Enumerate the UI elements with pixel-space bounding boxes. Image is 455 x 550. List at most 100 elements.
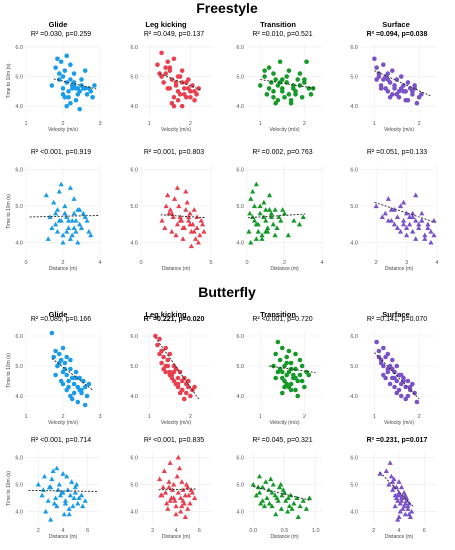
stat-label: R² =0.002, p=0.763 — [252, 149, 312, 156]
data-point — [272, 232, 278, 238]
data-point — [157, 71, 162, 76]
y-tick-label: 4.0 — [350, 509, 358, 515]
data-point — [35, 481, 41, 487]
y-tick-label: 6.0 — [15, 45, 23, 51]
data-point — [262, 74, 267, 79]
data-point — [403, 396, 409, 402]
data-point — [197, 232, 203, 238]
panel-freestyle-surface-distance: R² =0.051, p=0.133 2 3 4 4.0 5.0 6.0 Distance (… — [350, 149, 438, 272]
data-point — [162, 489, 169, 495]
x-tick-label: 4 — [435, 260, 438, 266]
data-point — [293, 387, 298, 393]
section-title-butterfly: Butterfly — [198, 284, 256, 300]
data-point — [278, 218, 284, 223]
data-point — [389, 357, 395, 363]
y-axis-label: Time to 10m (s) — [6, 63, 12, 98]
data-point — [57, 492, 64, 498]
data-point — [84, 218, 90, 223]
y-tick-label: 5.0 — [130, 364, 138, 370]
data-point — [45, 236, 51, 241]
data-point — [385, 366, 391, 372]
x-tick-label: 1 — [259, 121, 262, 127]
data-point — [175, 454, 181, 460]
data-point — [246, 228, 252, 234]
data-point — [157, 476, 163, 482]
data-point — [376, 71, 382, 76]
data-point — [161, 468, 167, 474]
data-point — [82, 214, 88, 220]
data-point — [49, 476, 55, 482]
data-point — [382, 210, 388, 216]
data-point — [383, 468, 389, 474]
data-point — [405, 506, 411, 511]
x-tick-label: 2 — [151, 528, 154, 534]
x-tick-label: 1 — [148, 121, 151, 127]
data-point — [80, 210, 86, 216]
data-point — [68, 62, 73, 68]
data-point — [404, 232, 410, 238]
data-point — [396, 89, 402, 94]
x-tick-label: 2 — [37, 528, 40, 534]
data-point — [92, 83, 97, 88]
data-point — [181, 92, 187, 97]
panel-butterfly-surface-velocity: R² =0.141, p=0.070 1 2 4.0 5.0 6.0 Velocity (m… — [350, 316, 437, 426]
data-point — [78, 225, 85, 230]
x-tick-label: 0.5 — [281, 528, 289, 534]
data-point — [90, 94, 95, 100]
data-point — [404, 210, 410, 216]
data-point — [299, 94, 305, 100]
data-point — [179, 387, 185, 393]
data-point — [385, 218, 391, 223]
data-point — [160, 484, 166, 490]
data-point — [251, 218, 258, 223]
y-tick-label: 5.0 — [350, 204, 358, 210]
trend-line — [28, 489, 98, 492]
section-title-freestyle: Freestyle — [196, 0, 258, 16]
data-point — [273, 77, 278, 82]
x-tick-label: 0.0 — [249, 528, 257, 534]
data-point — [392, 375, 397, 381]
data-point — [173, 503, 179, 509]
data-point — [60, 86, 66, 91]
data-point — [60, 74, 66, 79]
data-point — [75, 92, 81, 97]
data-point — [51, 354, 57, 360]
data-point — [161, 354, 166, 360]
data-point — [55, 363, 60, 369]
data-point — [286, 68, 292, 73]
x-tick-label: 4 — [320, 260, 323, 266]
data-point — [71, 71, 77, 76]
data-point — [192, 89, 197, 94]
data-point — [69, 479, 75, 484]
data-point — [54, 207, 61, 212]
data-point — [288, 97, 294, 103]
data-point — [274, 225, 280, 230]
data-point — [271, 94, 276, 100]
data-point — [293, 351, 298, 357]
data-point — [195, 239, 201, 245]
data-point — [419, 92, 424, 97]
data-point — [84, 393, 90, 399]
data-point — [194, 225, 200, 230]
trend-line — [374, 352, 420, 400]
data-point — [387, 94, 393, 100]
data-point — [41, 473, 48, 479]
data-point — [286, 92, 292, 97]
data-point — [167, 65, 173, 70]
data-point — [159, 218, 165, 223]
y-tick-label: 5.0 — [236, 482, 244, 488]
data-point — [82, 402, 88, 408]
data-point — [253, 221, 259, 227]
col-title-leg-kicking-butterfly: Leg kicking — [145, 310, 187, 319]
data-point — [165, 86, 171, 91]
data-point — [296, 221, 303, 227]
data-point — [385, 89, 391, 94]
data-point — [60, 471, 66, 476]
data-point — [86, 228, 92, 234]
data-point — [192, 97, 197, 103]
data-point — [40, 487, 46, 492]
data-point — [410, 89, 415, 94]
data-point — [400, 199, 407, 205]
y-tick-label: 4.0 — [350, 104, 358, 110]
